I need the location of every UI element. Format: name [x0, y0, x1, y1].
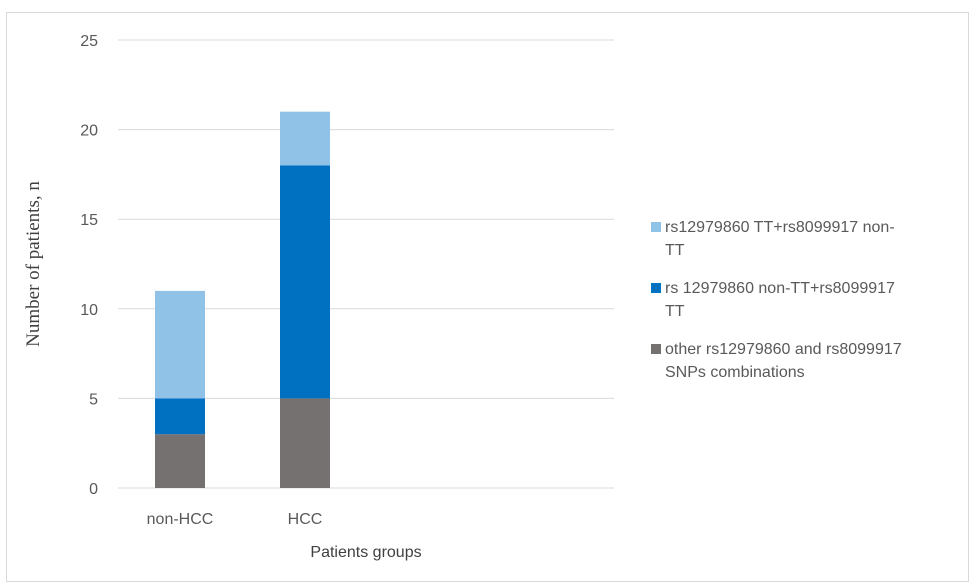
legend-swatch	[651, 344, 661, 354]
bar-segment-non-hcc-series-2	[155, 290, 205, 399]
y-tick-label: 25	[80, 33, 98, 50]
y-tick-labels: 0 5 10 15 20 25	[80, 33, 98, 498]
bar-segment-non-hcc-series-1	[155, 398, 205, 435]
legend-item: other rs12979860 and rs8099917 SNPs combi…	[651, 338, 977, 384]
legend-swatch	[651, 283, 661, 293]
x-tick-label: HCC	[288, 511, 323, 528]
bars	[155, 111, 330, 488]
legend-label-line: rs12979860 TT+rs8099917 non-	[665, 219, 895, 236]
legend-label: other rs12979860 and rs8099917 SNPs combi…	[665, 338, 902, 384]
legend-label-line: TT	[665, 303, 685, 320]
bar-segment-hcc-series-2	[280, 111, 330, 166]
legend-label: rs12979860 TT+rs8099917 non- TT	[665, 216, 895, 262]
bar-segment-hcc-series-1	[280, 165, 330, 399]
bar-segment-non-hcc-series-0	[155, 434, 205, 488]
y-tick-label: 0	[89, 481, 98, 498]
legend-item: rs 12979860 non-TT+rs8099917 TT	[651, 277, 977, 323]
legend-item: rs12979860 TT+rs8099917 non- TT	[651, 216, 977, 262]
legend-label-line: rs 12979860 non-TT+rs8099917	[665, 280, 895, 297]
legend-label-line: TT	[665, 242, 685, 259]
legend-label: rs 12979860 non-TT+rs8099917 TT	[665, 277, 895, 323]
legend-label-line: other rs12979860 and rs8099917	[665, 341, 902, 358]
legend-label-line: SNPs combinations	[665, 364, 805, 381]
bar-segment-hcc-series-0	[280, 398, 330, 488]
x-tick-labels: non-HCC HCC	[147, 511, 323, 528]
legend-swatch	[651, 222, 661, 232]
y-tick-label: 20	[80, 123, 98, 140]
x-axis-title: Patients groups	[310, 544, 421, 561]
y-tick-label: 10	[80, 302, 98, 319]
legend: rs12979860 TT+rs8099917 non- TT rs 1297986…	[651, 216, 977, 399]
y-tick-label: 5	[89, 391, 98, 408]
y-tick-label: 15	[80, 212, 98, 229]
x-tick-label: non-HCC	[147, 511, 214, 528]
y-axis-title: Number of patients, n	[23, 181, 44, 347]
